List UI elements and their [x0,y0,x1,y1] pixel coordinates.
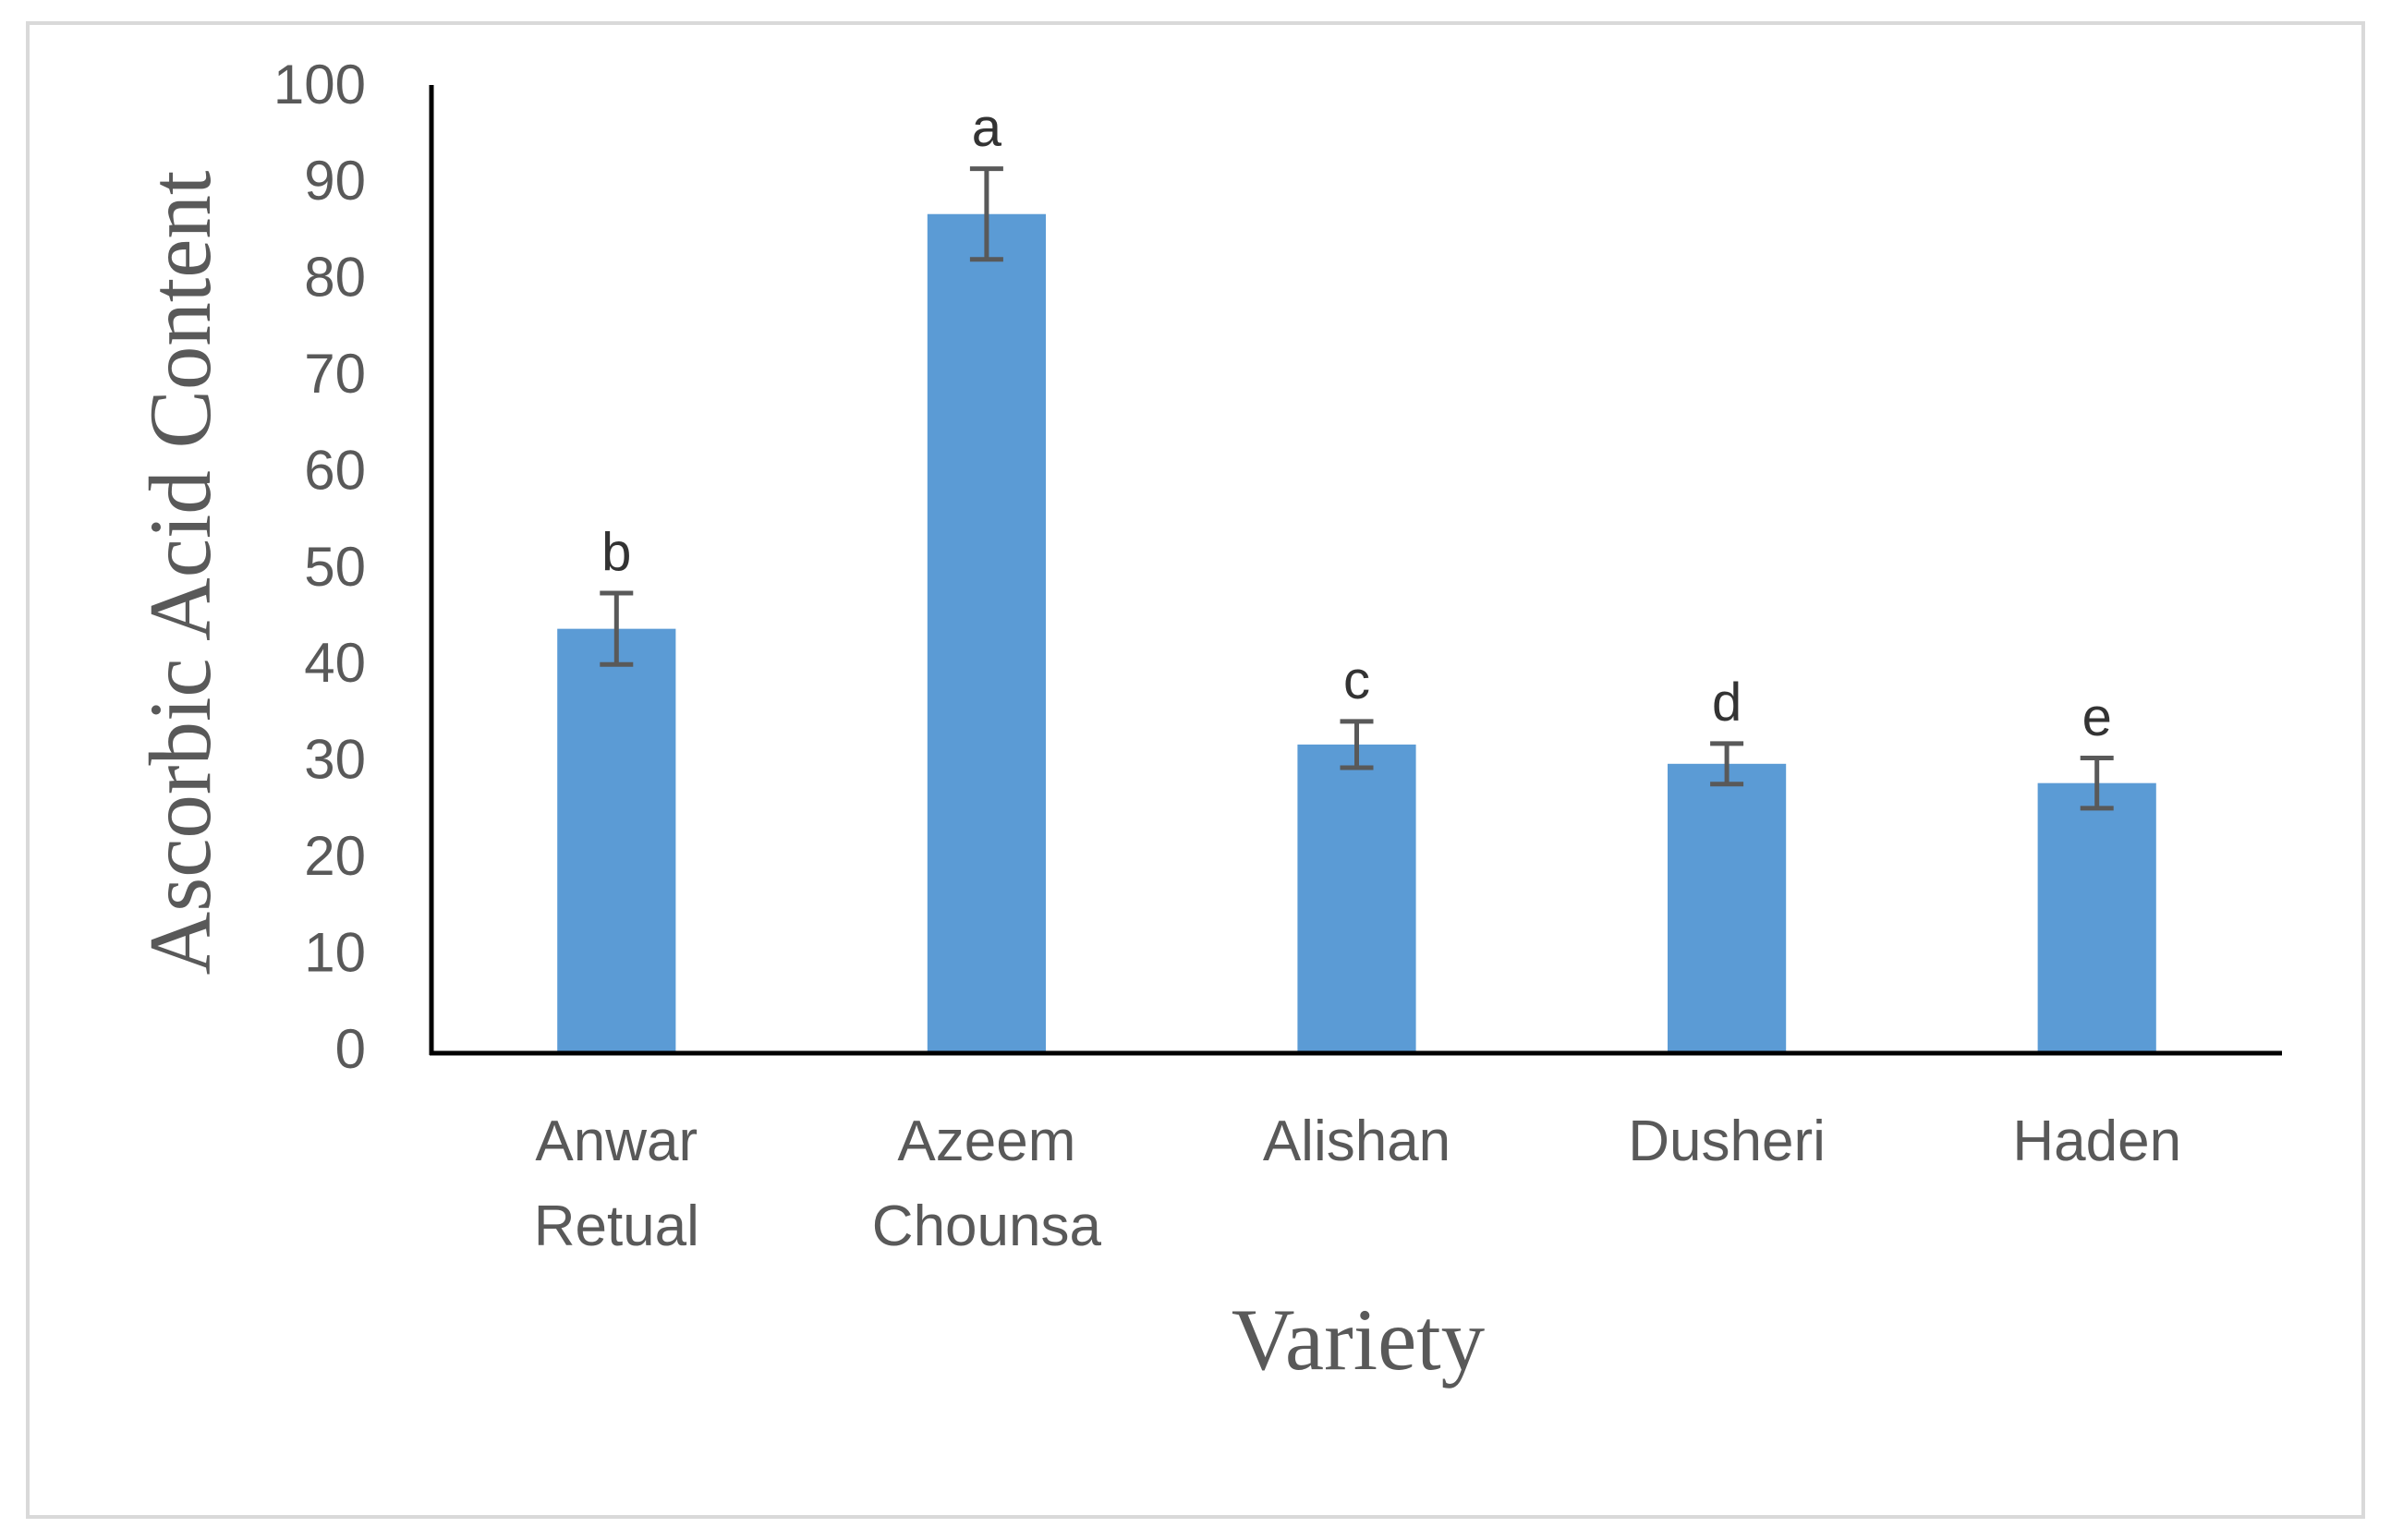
x-axis-label: Variety [1232,1291,1486,1388]
y-tick-label: 70 [304,343,366,405]
error-bar [969,166,1003,262]
error-bar [2080,756,2114,811]
x-tick-label: Haden [2012,1110,2181,1173]
bar-annotation: a [972,98,1002,158]
error-bar [1340,719,1374,770]
y-tick-label: 100 [273,54,366,115]
error-bar [1710,741,1744,787]
bar-annotation: b [601,522,631,582]
y-tick-label: 40 [304,632,366,694]
bar-annotation: c [1343,650,1370,710]
x-tick-label: Dusheri [1628,1110,1826,1173]
y-tick-label: 20 [304,825,366,887]
y-tick-label: 10 [304,921,366,983]
bar-annotation: e [2082,687,2112,747]
bar [927,213,1046,1054]
chart-frame [26,21,2365,1519]
y-tick-label: 80 [304,247,366,309]
bar [557,628,676,1053]
bar [1297,744,1416,1053]
x-tick-label: Azeem Chounsa [872,1110,1102,1258]
y-tick-label: 0 [335,1018,366,1080]
bar-annotation: d [1712,673,1742,733]
y-tick-label: 90 [304,150,366,212]
y-tick-label: 30 [304,729,366,791]
y-tick-label: 50 [304,536,366,598]
x-tick-label: Anwar Retual [534,1110,699,1258]
y-tick-label: 60 [304,439,366,501]
bar [1668,763,1787,1053]
x-tick-label: Alishan [1263,1110,1450,1173]
bar [2037,782,2156,1053]
error-bar [600,590,634,667]
y-axis-label: Ascorbic Acid Content [131,171,229,976]
